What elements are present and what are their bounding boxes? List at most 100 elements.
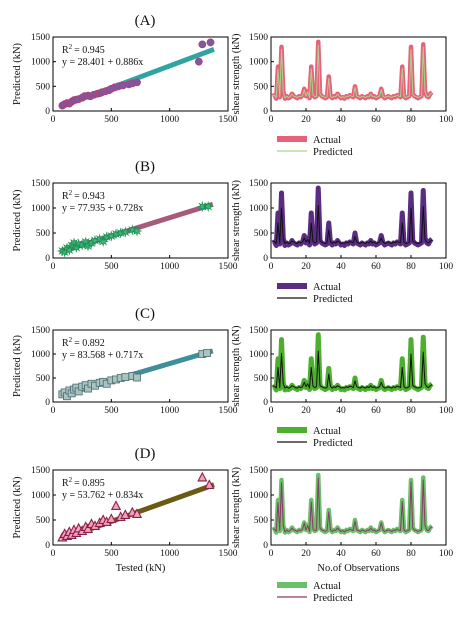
- series-ytick-label: 0: [263, 254, 268, 264]
- data-point: [121, 373, 130, 381]
- data-point: [197, 471, 208, 482]
- series-ytick-label: 500: [254, 229, 269, 239]
- series-xtick-label: 100: [439, 406, 454, 416]
- data-point: [198, 40, 207, 49]
- legend-predicted-label: Predicted: [313, 438, 353, 449]
- series-xtick-label: 80: [406, 262, 416, 272]
- scatter-ytick-label: 1500: [31, 326, 50, 336]
- r-squared-value: = 0.895: [74, 478, 105, 489]
- legend-actual-label: Actual: [313, 135, 341, 146]
- data-point: [204, 479, 215, 489]
- series-axes-frame-3: [270, 182, 447, 259]
- scatter-ytick-label: 500: [36, 229, 51, 239]
- data-point: [106, 513, 117, 523]
- data-point: [131, 225, 143, 237]
- regression-equation: y = 28.401 + 0.886x: [62, 57, 143, 68]
- scatter-axes-frame-6: [52, 469, 229, 546]
- series-xtick-label: 40: [336, 406, 346, 416]
- scatter-ytick-label: 0: [45, 254, 50, 264]
- series-xtick-label: 20: [301, 115, 311, 125]
- series-xtick-label: 100: [439, 549, 454, 559]
- series-ytick-label: 500: [254, 374, 269, 384]
- data-point: [206, 38, 215, 47]
- series-ytick-label: 1000: [249, 350, 268, 360]
- r-superscript: 2: [69, 476, 73, 484]
- series-xtick-label: 20: [301, 549, 311, 559]
- r-squared-label: R2 = 0.943: [62, 189, 105, 202]
- series-xtick-label: 0: [269, 115, 274, 125]
- scatter-xlabel: Tested (kN): [116, 563, 166, 574]
- scatter-xtick-label: 500: [104, 406, 119, 416]
- series-ytick-label: 500: [254, 82, 269, 92]
- series-ylabel: shear strength (kN): [231, 33, 242, 115]
- panel-title: (B): [135, 159, 155, 175]
- scatter-ytick-label: 1500: [31, 33, 50, 43]
- scatter-ytick-label: 1000: [31, 58, 50, 68]
- actual-series-line: [271, 472, 434, 535]
- scatter-ytick-label: 1500: [31, 179, 50, 189]
- series-axes-frame-7: [270, 469, 447, 546]
- panel-title: (C): [135, 306, 155, 322]
- scatter-xtick-label: 500: [104, 549, 119, 559]
- panel-title: (A): [135, 13, 156, 29]
- regression-equation: y = 77.935 + 0.728x: [62, 203, 143, 214]
- scatter-ytick-label: 0: [45, 107, 50, 117]
- legend-predicted-label: Predicted: [313, 593, 353, 604]
- legend-predicted-label: Predicted: [313, 147, 353, 158]
- scatter-xtick-label: 1500: [219, 406, 238, 416]
- scatter-ytick-label: 1500: [31, 466, 50, 476]
- legend-actual-label: Actual: [313, 581, 341, 592]
- scatter-ytick-label: 0: [45, 541, 50, 551]
- r-superscript: 2: [69, 189, 73, 197]
- series-xtick-label: 0: [269, 406, 274, 416]
- series-ylabel: shear strength (kN): [231, 179, 242, 261]
- predicted-series-line: [272, 350, 433, 389]
- series-xtick-label: 40: [336, 115, 346, 125]
- series-xtick-label: 80: [406, 549, 416, 559]
- series-xtick-label: 60: [371, 262, 381, 272]
- scatter-xtick-label: 0: [51, 549, 56, 559]
- scatter-axes-frame-4: [52, 329, 229, 403]
- series-xtick-label: 20: [301, 262, 311, 272]
- series-ytick-label: 1500: [249, 326, 268, 336]
- series-xtick-label: 20: [301, 406, 311, 416]
- series-xtick-label: 100: [439, 115, 454, 125]
- series-ytick-label: 1500: [249, 466, 268, 476]
- series-xtick-label: 60: [371, 549, 381, 559]
- scatter-xtick-label: 0: [51, 406, 56, 416]
- r-superscript: 2: [69, 43, 73, 51]
- scatter-ytick-label: 1000: [31, 491, 50, 501]
- series-xtick-label: 80: [406, 406, 416, 416]
- scatter-ytick-label: 500: [36, 82, 51, 92]
- data-point: [110, 500, 122, 510]
- data-point: [194, 57, 203, 66]
- scatter-axes-frame-2: [52, 182, 229, 259]
- regression-equation: y = 83.568 + 0.717x: [62, 350, 143, 361]
- scatter-ylabel: Predicted (kN): [12, 476, 23, 539]
- series-ytick-label: 1000: [249, 58, 268, 68]
- scatter-xtick-label: 1000: [160, 115, 179, 125]
- scatter-ytick-label: 1000: [31, 350, 50, 360]
- scatter-ytick-label: 500: [36, 516, 51, 526]
- r-squared-value: = 0.943: [74, 191, 105, 202]
- series-xtick-label: 40: [336, 262, 346, 272]
- series-ytick-label: 0: [263, 107, 268, 117]
- series-ylabel: shear strength (kN): [231, 466, 242, 548]
- series-xtick-label: 80: [406, 115, 416, 125]
- scatter-axes-frame-0: [52, 36, 229, 112]
- r-squared-label: R2 = 0.895: [62, 476, 105, 489]
- scatter-xtick-label: 1500: [219, 115, 238, 125]
- actual-series-line: [271, 185, 434, 248]
- series-ylabel: shear strength (kN): [231, 325, 242, 407]
- data-point: [196, 200, 209, 213]
- scatter-ytick-label: 500: [36, 374, 51, 384]
- series-ytick-label: 1000: [249, 204, 268, 214]
- legend-actual-label: Actual: [313, 426, 341, 437]
- actual-series-line: [271, 39, 434, 101]
- r-symbol: R: [62, 191, 69, 202]
